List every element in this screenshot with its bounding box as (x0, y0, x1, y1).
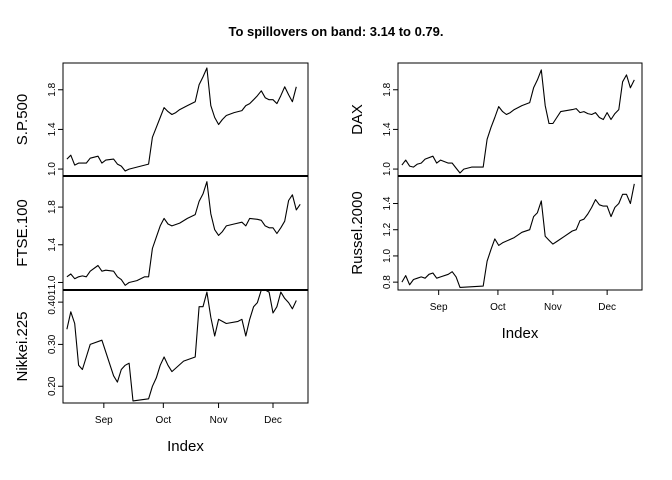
panel-russel-2000: 0.8 1.0 1.2 1.4 Russel.2000 Sep Oct Nov Dec Index (349, 175, 643, 342)
x-axis-label: Index (502, 325, 539, 342)
y-tick-label: 1.0 (382, 162, 393, 176)
plot-frame (62, 289, 309, 404)
x-tick-label: Sep (430, 302, 448, 313)
series-line (401, 69, 635, 174)
y-tick-label: 1.0 (382, 249, 393, 263)
panel-nikkei-225: 0.20 0.30 0.401 Nikkei.225 Sep Oct Nov Dec Index (14, 289, 309, 455)
x-tick-label: Sep (95, 415, 113, 426)
y-tick-label: 1.4 (382, 122, 393, 136)
x-tick-label: Dec (598, 302, 616, 313)
y-tick-label: 1.8 (47, 200, 58, 214)
x-tick-label: Nov (210, 415, 228, 426)
y-tick-label: 1.4 (47, 237, 58, 251)
y-axis-label: Russel.2000 (349, 191, 366, 274)
y-tick-label: 0.20 (47, 376, 58, 396)
x-tick-label: Oct (490, 302, 506, 313)
y-tick-label: 0.8 (382, 275, 393, 289)
x-axis-label: Index (167, 438, 204, 455)
series-line (66, 181, 301, 286)
y-tick-label: 0.30 (47, 334, 58, 354)
y-tick-label: 1.0 (47, 275, 58, 289)
y-tick-label: 1.8 (47, 82, 58, 96)
chart-title: To spillovers on band: 3.14 to 0.79. (228, 24, 443, 39)
y-tick-label: 1.0 (47, 162, 58, 176)
x-tick-label: Dec (264, 415, 282, 426)
y-tick-label: 1.4 (382, 196, 393, 210)
series-line (66, 67, 297, 172)
plot-frame (62, 175, 309, 291)
y-tick-label: 1.4 (47, 122, 58, 136)
y-tick-label: 0.401 (47, 289, 58, 314)
panel-s-p-500: 1.0 1.4 1.8 S.P.500 (14, 62, 309, 177)
y-axis-label: FTSE.100 (14, 199, 31, 267)
y-axis-label: S.P.500 (14, 94, 31, 145)
x-tick-label: Nov (544, 302, 562, 313)
panel-dax: 1.0 1.4 1.8 DAX (349, 62, 643, 177)
y-tick-label: 1.8 (382, 82, 393, 96)
series-line (401, 183, 635, 288)
chart-panels: 1.0 1.4 1.8 S.P.500 1.0 1.4 1.8 FTSE.100 0.20 0.3… (14, 62, 643, 455)
x-tick-label: Oct (156, 415, 172, 426)
series-line (66, 289, 297, 402)
y-tick-label: 1.2 (382, 222, 393, 236)
panel-ftse-100: 1.0 1.4 1.8 FTSE.100 (14, 175, 309, 291)
y-axis-label: Nikkei.225 (14, 311, 31, 381)
y-axis-label: DAX (349, 104, 366, 135)
